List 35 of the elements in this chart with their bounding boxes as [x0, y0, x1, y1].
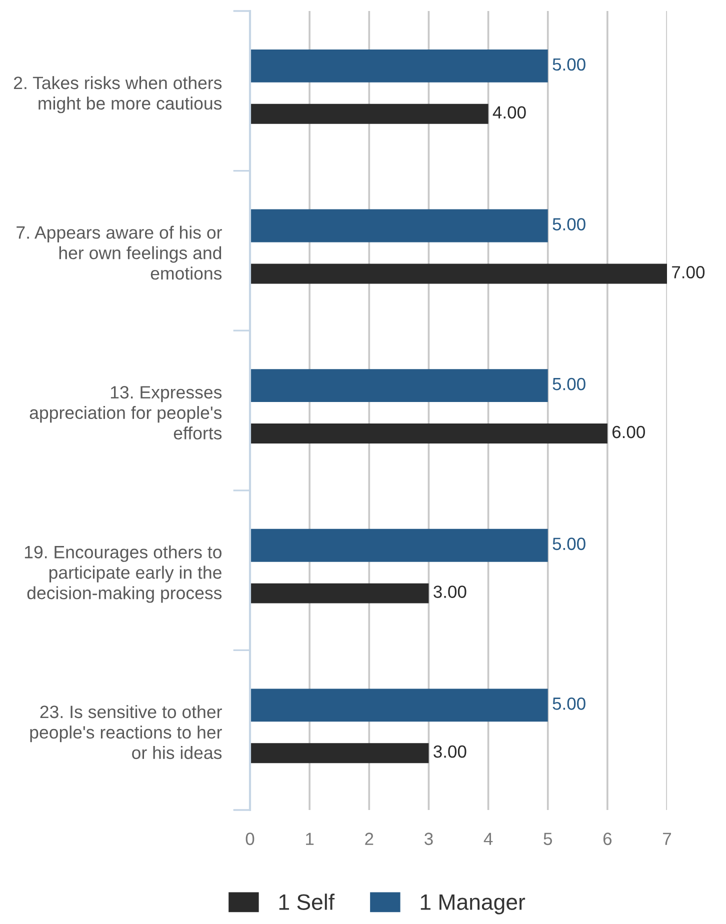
data-label: 5.00 [552, 218, 586, 230]
x-tick-label: 7 [663, 832, 671, 845]
data-label: 3.00 [434, 586, 466, 598]
data-label: 5.00 [552, 538, 586, 550]
bar [250, 743, 429, 764]
bar [250, 104, 488, 124]
bar [250, 369, 548, 402]
y-tick-label: 7. Appears aware of his or her own feelings and emotions [16, 226, 222, 280]
y-tick-label: 19. Encourages others to participate early in the decision-making process [24, 545, 222, 603]
x-tick-label: 2 [365, 832, 374, 845]
data-label: 5.00 [552, 58, 586, 71]
x-tick-label: 0 [246, 832, 254, 846]
y-tick-label: 2. Takes risks when others might be more cautious [14, 76, 222, 114]
bar [250, 264, 667, 284]
x-tick-label: 4 [484, 832, 493, 845]
y-tick-label: 13. Expresses appreciation for people's efforts [30, 386, 222, 440]
bar [250, 688, 548, 722]
y-tick-label: 23. Is sensitive to other people's reactions to her or his ideas [30, 705, 222, 760]
x-tick-label: 1 [306, 832, 314, 845]
data-label: 7.00 [672, 266, 705, 278]
data-label: 5.00 [552, 378, 586, 390]
x-tick-label: 3 [424, 832, 433, 846]
data-label: 3.00 [434, 745, 466, 758]
bar [250, 209, 548, 242]
data-label: 5.00 [552, 697, 586, 710]
bar [250, 50, 548, 82]
x-tick-label: 6 [603, 832, 612, 846]
bar [250, 583, 429, 604]
legend-label: 1 Self [279, 894, 335, 910]
legend-label: 1 Manager [420, 894, 526, 914]
x-tick-label: 5 [544, 832, 552, 846]
bar [250, 528, 548, 562]
data-label: 4.00 [492, 106, 526, 119]
bar [250, 424, 608, 444]
data-label: 6.00 [612, 426, 645, 438]
